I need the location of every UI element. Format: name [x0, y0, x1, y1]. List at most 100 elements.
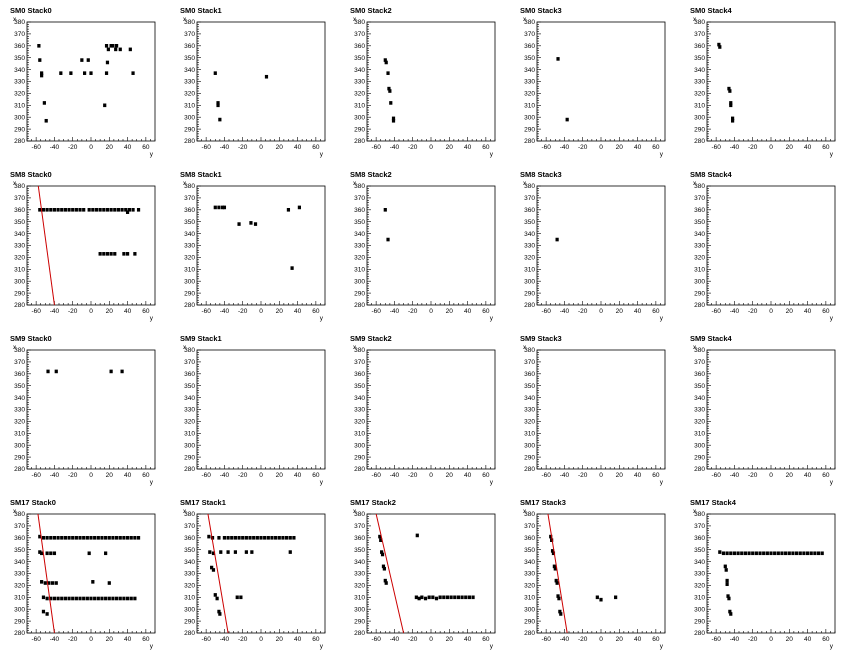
data-point	[222, 536, 227, 540]
data-point	[728, 89, 732, 93]
data-point	[60, 596, 64, 601]
y-axis-label: x	[13, 344, 17, 351]
data-point	[91, 580, 95, 584]
y-tick-label: 350	[694, 547, 705, 554]
y-axis-label: x	[353, 180, 357, 187]
data-point	[237, 222, 241, 226]
y-axis-label: x	[523, 508, 527, 515]
data-point	[207, 534, 211, 539]
data-point	[40, 73, 44, 78]
y-tick-label: 340	[184, 559, 195, 566]
plot-frame	[536, 185, 666, 306]
data-point	[727, 86, 731, 91]
x-tick-label: -60	[541, 144, 551, 151]
data-point	[118, 536, 122, 540]
data-point	[769, 551, 773, 556]
y-tick-label: 340	[694, 559, 705, 566]
y-tick-label: 370	[184, 523, 195, 530]
y-tick-label: 280	[14, 138, 25, 145]
data-point	[111, 44, 115, 48]
data-point	[791, 551, 795, 556]
data-point	[69, 71, 73, 75]
y-tick-label: 350	[694, 383, 705, 390]
y-tick-label: 380	[524, 19, 535, 26]
x-tick-label: 20	[106, 472, 114, 479]
y-tick-label: 370	[14, 195, 25, 202]
x-tick-label: -40	[220, 144, 230, 151]
data-point	[270, 536, 274, 540]
x-tick-label: 40	[634, 308, 642, 315]
y-tick-label: 340	[184, 67, 195, 74]
y-tick-label: 370	[14, 523, 25, 530]
data-point	[249, 221, 253, 225]
data-point	[731, 118, 735, 123]
x-tick-label: -60	[201, 636, 211, 643]
y-tick-label: 290	[14, 454, 25, 461]
y-tick-label: 340	[14, 231, 25, 238]
data-point	[40, 71, 44, 75]
data-point	[82, 208, 86, 212]
y-tick-label: 330	[694, 243, 705, 250]
x-tick-label: 60	[482, 636, 490, 643]
data-point	[391, 118, 396, 123]
y-tick-label: 310	[354, 103, 365, 110]
fit-line	[37, 514, 55, 633]
x-tick-label: 60	[482, 308, 490, 315]
y-tick-label: 320	[524, 91, 535, 98]
y-axis-label: x	[353, 16, 357, 23]
x-tick-label: 20	[106, 636, 114, 643]
y-tick-label: 380	[524, 183, 535, 190]
data-point	[751, 551, 755, 556]
data-point	[60, 208, 64, 212]
x-tick-label: -60	[711, 636, 721, 643]
data-point	[471, 595, 475, 600]
data-point	[96, 536, 100, 540]
data-point	[78, 536, 82, 540]
data-point	[550, 538, 554, 542]
x-axis-label: y	[660, 315, 664, 322]
data-point	[725, 551, 729, 556]
panel-title: SM9 Stack4	[690, 334, 732, 343]
data-point	[56, 536, 60, 540]
data-point	[85, 596, 89, 601]
x-tick-label: 0	[769, 144, 773, 151]
y-tick-label: 300	[14, 606, 25, 613]
x-tick-label: -40	[220, 308, 230, 315]
data-point	[798, 551, 802, 556]
data-point	[96, 596, 100, 601]
y-tick-label: 360	[694, 371, 705, 378]
y-tick-label: 280	[694, 138, 705, 145]
x-tick-label: -20	[68, 636, 78, 643]
x-tick-label: -40	[730, 144, 740, 151]
data-point	[125, 596, 130, 601]
x-tick-label: -40	[560, 308, 570, 315]
data-point	[82, 536, 86, 540]
data-point	[290, 266, 294, 270]
data-point	[125, 252, 130, 256]
data-point	[784, 551, 788, 556]
y-axis-label: x	[183, 344, 187, 351]
data-point	[740, 551, 744, 556]
x-axis-label: y	[490, 479, 494, 486]
data-point	[210, 536, 215, 540]
data-point	[728, 609, 732, 614]
x-tick-label: -40	[50, 472, 60, 479]
x-axis-label: y	[490, 151, 494, 158]
y-tick-label: 330	[184, 571, 195, 578]
x-tick-label: 40	[124, 308, 132, 315]
y-tick-label: 370	[354, 31, 365, 38]
data-point	[109, 44, 113, 48]
data-point	[122, 536, 126, 540]
x-tick-label: -40	[390, 472, 400, 479]
data-point	[105, 60, 110, 65]
y-tick-label: 300	[524, 114, 535, 121]
x-tick-label: -60	[31, 144, 41, 151]
y-tick-label: 360	[524, 535, 535, 542]
data-point	[49, 208, 53, 212]
data-point	[809, 551, 813, 556]
data-point	[213, 205, 217, 210]
panel-title: SM0 Stack4	[690, 6, 732, 15]
y-tick-label: 300	[184, 278, 195, 285]
